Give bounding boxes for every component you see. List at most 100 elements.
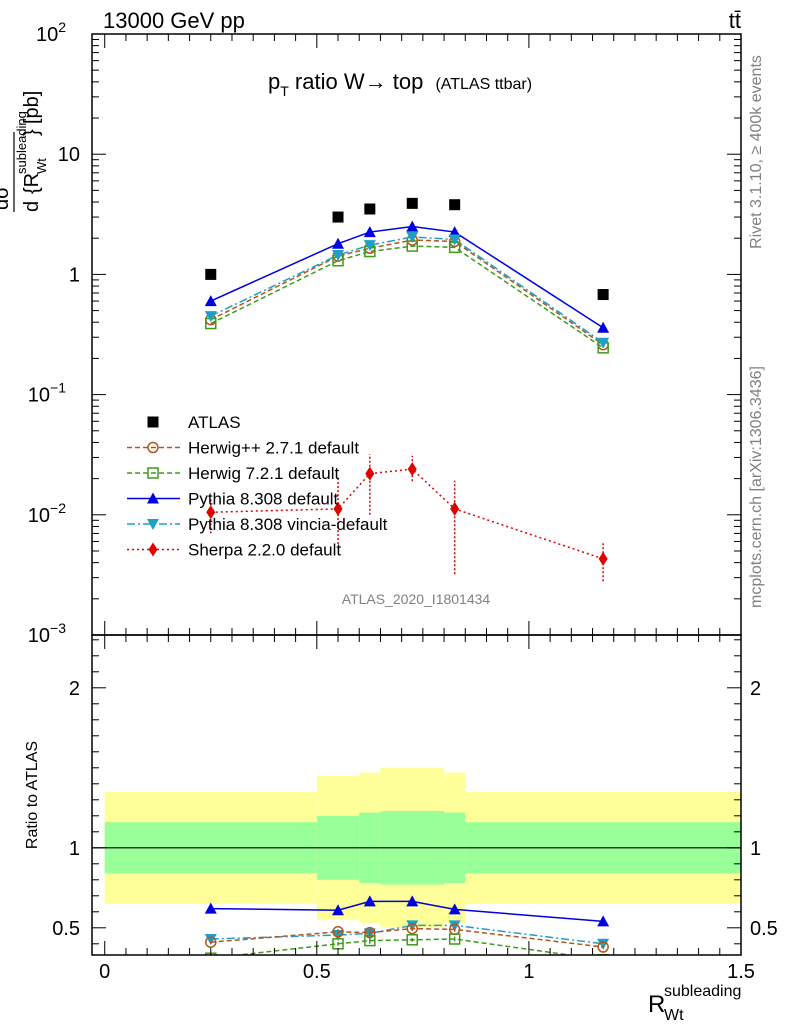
- ratio-point-vincia: [448, 920, 461, 932]
- ratio-point-vincia: [597, 938, 610, 950]
- ratio-point-herwigpp: [597, 941, 609, 953]
- data-point-pythia: [332, 237, 345, 249]
- data-point-pythia: [363, 226, 376, 238]
- title-ratio-w: ratio W: [289, 69, 365, 94]
- ratio-line-herwigpp: [210, 927, 604, 948]
- ratio-point-vincia: [204, 934, 217, 945]
- ratio-line-pythia: [210, 900, 604, 923]
- x-tick-label: 1.5: [727, 961, 755, 983]
- svg-text:subleading: subleading: [14, 111, 29, 174]
- svg-text:d: d: [21, 201, 43, 212]
- x-tick-label: 0.5: [303, 961, 331, 983]
- data-point-atlas: [205, 268, 217, 280]
- title-p: p: [268, 69, 280, 94]
- series-line-herwig7: [210, 245, 604, 349]
- data-point-sherpa: [206, 505, 216, 520]
- legend-label-sherpa: Sherpa 2.2.0 default: [188, 541, 341, 560]
- ratio-point-pythia: [597, 915, 610, 927]
- data-point-atlas: [406, 197, 418, 209]
- main-panel: 10−3 10−2 10−1 1 10 102 pT ratio W→ top (ATLA…: [0, 19, 742, 647]
- svg-text:{R: {R: [21, 173, 43, 194]
- data-point-vincia: [363, 240, 376, 252]
- data-point-vincia: [597, 337, 610, 349]
- chart-title: pT ratio W→ top (ATLAS ttbar): [268, 69, 532, 99]
- ratio-point-vincia: [406, 920, 419, 932]
- data-point-pythia: [448, 226, 461, 238]
- y-axis-label: d {R } [pb] subleading Wt dσ fid: [0, 91, 49, 212]
- legend-marker-herwigpp: [147, 441, 159, 454]
- y-label-brace: {R: [21, 173, 43, 194]
- series-line-vincia: [210, 236, 604, 344]
- y-label-wt: }: [21, 129, 43, 136]
- data-point-vincia: [448, 234, 461, 246]
- ratio-point-herwig7: [448, 933, 461, 945]
- y-axis-unit: [pb]: [21, 91, 43, 124]
- data-point-pythia: [597, 321, 610, 333]
- legend-marker-pythia: [147, 492, 159, 504]
- ratio-point-herwigpp: [406, 922, 419, 935]
- data-point-atlas: [364, 203, 376, 215]
- energy-label: 13000 GeV pp: [103, 8, 245, 33]
- ratio-line-vincia: [210, 924, 604, 945]
- title-arrow: →: [365, 69, 387, 94]
- y-tick-label: 10−2: [28, 500, 66, 527]
- ratio-point-pythia: [204, 902, 217, 914]
- ratio-point-herwigpp: [205, 936, 217, 948]
- ratio-y-tick-label-right: 0.5: [750, 918, 778, 940]
- svg-text:subleading: subleading: [664, 983, 741, 1000]
- legend-marker-sherpa: [148, 542, 158, 557]
- data-point-sherpa: [333, 501, 343, 516]
- y-tick-label: 1: [69, 264, 80, 286]
- ratio-y-tick-label: 2: [69, 678, 80, 700]
- title-top: top: [387, 69, 424, 94]
- legend-marker-herwig7: [147, 467, 159, 479]
- y-tick-label: 102: [36, 19, 66, 46]
- legend-label-herwigpp: Herwig++ 2.7.1 default: [188, 439, 359, 458]
- ratio-y-tick-label-right: 2: [750, 678, 761, 700]
- data-point-pythia: [204, 295, 217, 307]
- data-point-sherpa: [598, 551, 608, 566]
- svg-text:Wt: Wt: [34, 158, 49, 174]
- x-tick-label: 0: [99, 961, 110, 983]
- ratio-point-pythia: [332, 904, 345, 916]
- data-point-sherpa: [365, 466, 375, 481]
- ratio-point-herwig7: [364, 934, 376, 947]
- y-tick-label: 10: [58, 144, 80, 166]
- legend-label-pythia: Pythia 8.308 default: [188, 490, 339, 509]
- data-point-vincia: [332, 250, 345, 262]
- x-tick-label: 1: [523, 961, 534, 983]
- legend: ATLAS Herwig++ 2.7.1 default Herwig 7.2.1 …: [127, 413, 388, 560]
- svg-text:R: R: [648, 991, 665, 1018]
- series-line-herwigpp: [210, 239, 604, 346]
- data-point-sherpa: [407, 462, 417, 477]
- ratio-y-tick-label: 0.5: [52, 918, 80, 940]
- title-extra: (ATLAS ttbar): [435, 76, 532, 93]
- svg-text:Wt: Wt: [664, 1007, 684, 1024]
- ratio-y-tick-label-right: 1: [750, 838, 761, 860]
- process-label: tt̄: [729, 8, 741, 33]
- ratio-panel: 0.5 0.5 1 1 2 2 0 0.5 1 1.5 Ratio to ATLAS R subl…: [24, 634, 778, 1024]
- y-tick-label: 10−3: [28, 620, 66, 647]
- data-point-atlas: [597, 289, 609, 301]
- ratio-point-herwig7: [597, 954, 609, 955]
- data-point-vincia: [406, 231, 419, 243]
- ratio-panel-frame: [91, 634, 742, 956]
- legend-label-vincia: Pythia 8.308 vincia-default: [188, 515, 388, 534]
- svg-text:fid: fid: [0, 170, 1, 184]
- title-sub-t: T: [280, 83, 289, 99]
- x-axis-label: R subleading Wt: [648, 983, 741, 1024]
- legend-label-herwig7: Herwig 7.2.1 default: [188, 464, 339, 483]
- legend-marker-atlas: [147, 416, 159, 428]
- mcplots-label: mcplots.cern.ch [arXiv:1306.3436]: [748, 366, 765, 608]
- data-point-vincia: [204, 311, 217, 323]
- legend-marker-vincia: [147, 519, 159, 530]
- series-line-sherpa: [210, 468, 604, 560]
- y-tick-label: 10−1: [28, 380, 66, 407]
- svg-text:dσ: dσ: [0, 186, 13, 210]
- ratio-y-tick-label: 1: [69, 838, 80, 860]
- rivet-label: Rivet 3.1.10, ≥ 400k events: [748, 55, 765, 249]
- data-point-atlas: [449, 199, 461, 211]
- series-line-pythia: [210, 225, 604, 329]
